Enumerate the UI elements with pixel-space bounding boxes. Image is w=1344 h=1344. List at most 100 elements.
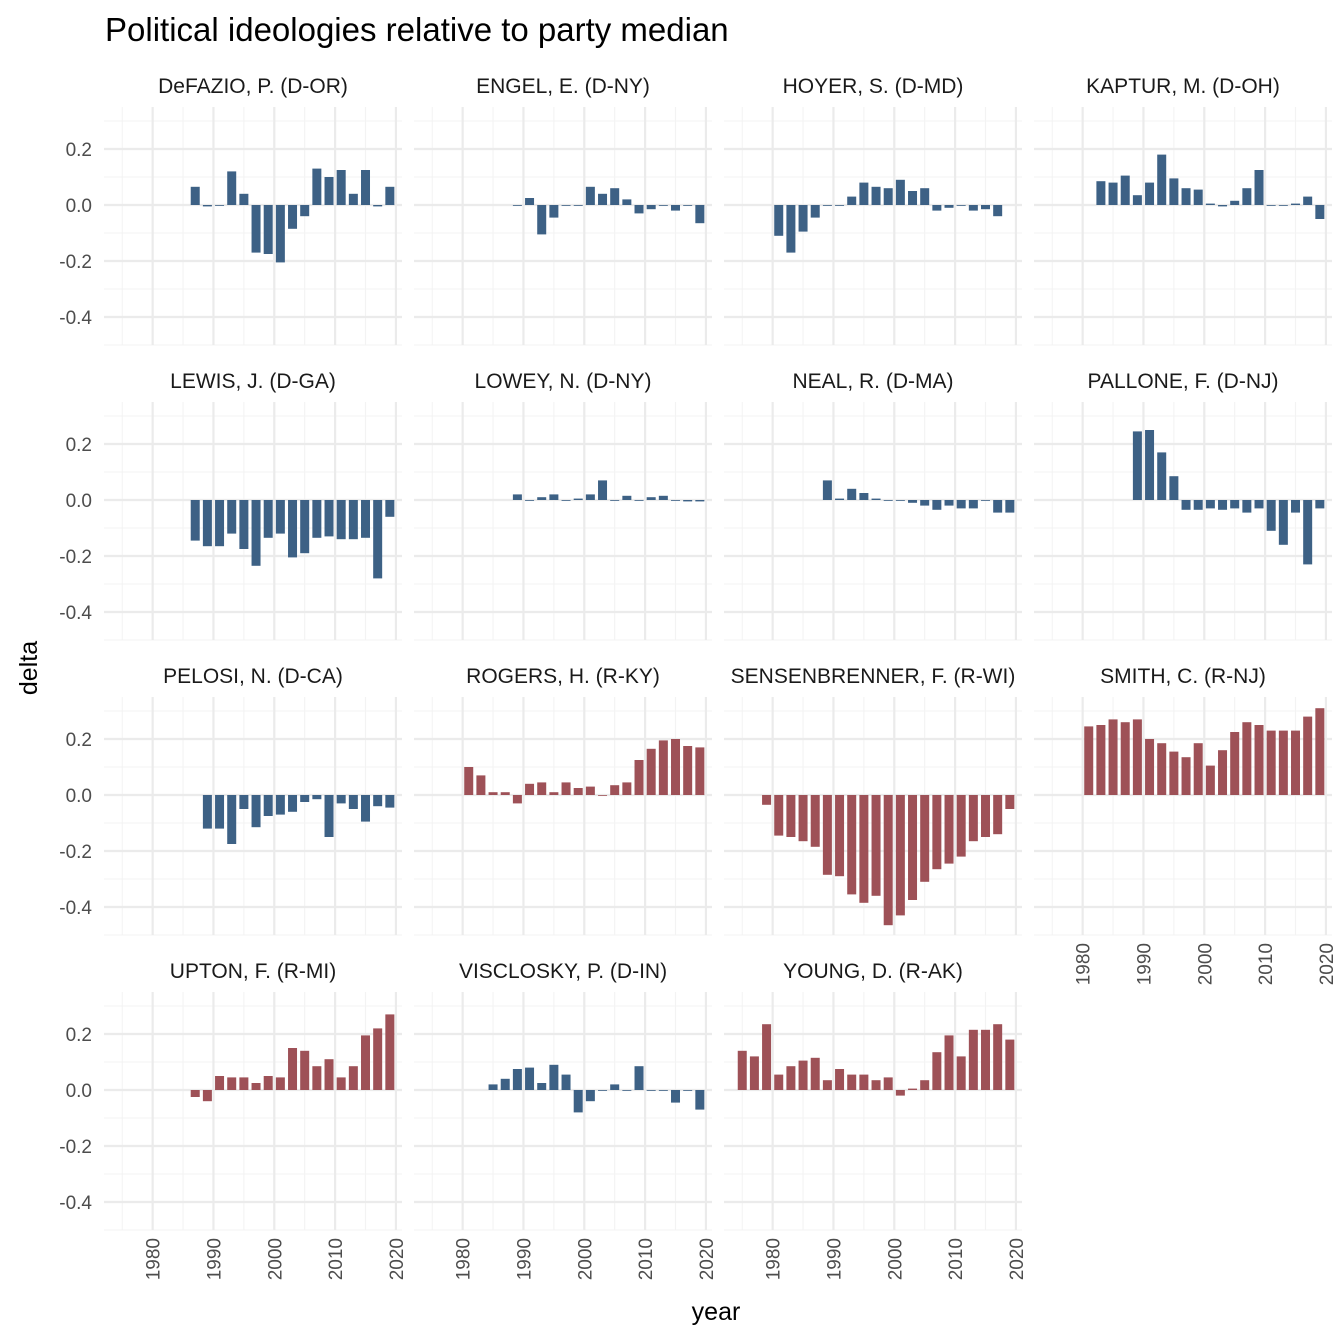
x-tick-label: 2010: [946, 1238, 967, 1280]
bar: [525, 500, 535, 501]
bar: [968, 500, 978, 509]
bar: [908, 1088, 918, 1090]
bar: [1157, 154, 1167, 205]
bar: [1132, 195, 1142, 205]
bar: [1181, 500, 1191, 510]
bar: [373, 795, 383, 807]
bar: [312, 500, 322, 538]
x-tick-label: 2020: [697, 1238, 718, 1280]
x-tick-label: 2000: [265, 1238, 286, 1280]
bar: [835, 795, 845, 877]
facet-panel: VISCLOSKY, P. (D-IN) 1980 1990 2000 2010 2020: [414, 960, 718, 1280]
bar: [549, 494, 559, 500]
bar: [774, 1074, 784, 1090]
facet-panel: ENGEL, E. (D-NY): [414, 75, 712, 346]
bar: [190, 186, 200, 205]
bar: [263, 205, 273, 254]
x-tick-label: 1980: [1074, 943, 1095, 985]
bar: [312, 795, 322, 800]
bar: [573, 1090, 583, 1113]
bar: [908, 500, 918, 503]
bar: [373, 500, 383, 579]
bar: [1254, 725, 1264, 795]
bar: [944, 500, 954, 506]
bar: [336, 1077, 346, 1090]
bar: [859, 1074, 869, 1090]
bar: [1230, 500, 1240, 509]
bar: [585, 786, 595, 795]
bar: [549, 1064, 559, 1090]
bar: [908, 191, 918, 205]
bar: [1157, 743, 1167, 795]
bar: [1218, 500, 1228, 510]
bar: [932, 795, 942, 870]
bar: [1120, 722, 1130, 795]
x-tick-label: 2020: [387, 1238, 408, 1280]
bar: [549, 792, 559, 795]
bar: [695, 500, 705, 502]
facet-panel: PELOSI, N. (D-CA) 0.2 0.0 -0.2 -0.4: [59, 665, 402, 936]
facet-strip-label: PELOSI, N. (D-CA): [163, 665, 343, 688]
y-tick-label: 0.2: [66, 1025, 92, 1046]
bar: [1266, 500, 1276, 531]
facet-strip-label: LOWEY, N. (D-NY): [475, 370, 652, 393]
x-tick-label: 2010: [1256, 943, 1277, 985]
bar-series: [1084, 708, 1325, 795]
bar: [512, 205, 522, 206]
x-tick-label: 2000: [885, 1238, 906, 1280]
bar: [1205, 203, 1215, 205]
bar-series: [1132, 430, 1325, 565]
bar-series: [512, 480, 705, 502]
bar: [202, 795, 212, 829]
bar: [981, 1029, 991, 1090]
bar: [944, 795, 954, 864]
bar: [658, 740, 668, 795]
bar: [810, 205, 820, 218]
bar: [512, 494, 522, 500]
bar: [1315, 500, 1325, 509]
bar: [361, 500, 371, 538]
y-tick-label: -0.4: [59, 898, 92, 919]
bar: [1193, 743, 1203, 795]
facet-panel: NEAL, R. (D-MA): [724, 370, 1022, 641]
bar: [810, 795, 820, 847]
bar: [488, 1084, 498, 1090]
bar: [215, 1076, 225, 1090]
bar: [1218, 205, 1228, 207]
bar: [1005, 500, 1015, 513]
bar: [610, 188, 620, 205]
bar: [348, 795, 358, 809]
facet-panel: KAPTUR, M. (D-OH): [1034, 75, 1332, 346]
bar: [1108, 182, 1118, 205]
bar: [251, 205, 261, 253]
bar: [1205, 500, 1215, 509]
bar: [476, 775, 486, 795]
bar: [537, 497, 547, 500]
bar: [968, 795, 978, 842]
bar: [932, 205, 942, 211]
bar: [202, 1090, 212, 1102]
bar: [822, 480, 832, 500]
bar: [883, 1077, 893, 1090]
facet-strip-label: ENGEL, E. (D-NY): [476, 75, 650, 98]
y-tick-label: -0.4: [59, 603, 92, 624]
bar: [512, 795, 522, 804]
bar: [1242, 188, 1252, 205]
bar: [1005, 1039, 1015, 1090]
chart-title: Political ideologies relative to party m…: [105, 11, 729, 48]
bar: [1218, 750, 1228, 795]
bar: [1145, 430, 1155, 500]
bar: [695, 747, 705, 795]
bar: [1315, 708, 1325, 795]
bar: [561, 500, 571, 501]
bar: [798, 795, 808, 842]
bar: [1096, 725, 1106, 795]
y-tick-label: 0.2: [66, 730, 92, 751]
bar: [300, 1050, 310, 1090]
bar: [561, 782, 571, 795]
bar: [871, 795, 881, 896]
bar: [932, 1052, 942, 1090]
bar-series: [774, 179, 1003, 253]
bar: [859, 795, 869, 903]
x-tick-label: 1980: [454, 1238, 475, 1280]
